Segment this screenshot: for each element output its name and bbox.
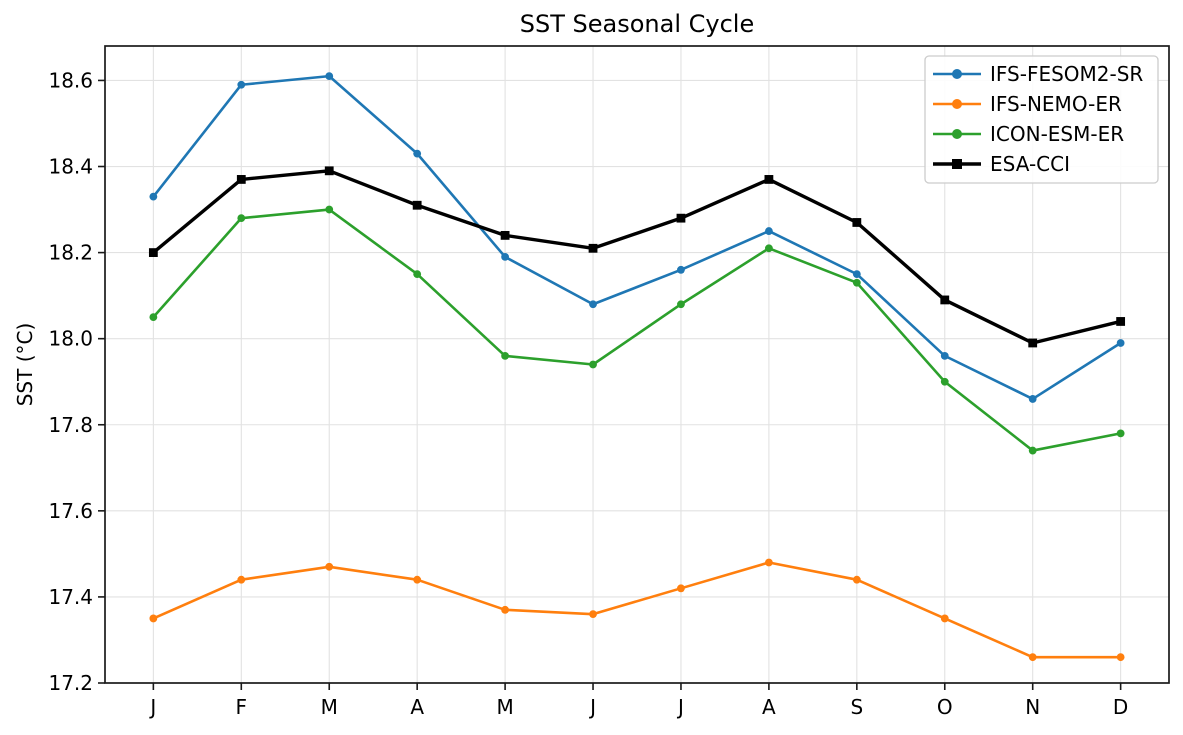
- data-point-square: [764, 175, 774, 184]
- data-point-circle: [1116, 339, 1125, 347]
- data-point-circle: [1116, 429, 1125, 438]
- legend-box: [924, 55, 1159, 184]
- data-point-circle: [765, 558, 773, 567]
- data-point-square: [940, 295, 950, 305]
- data-point-square: [676, 213, 686, 223]
- data-point-circle: [1028, 446, 1037, 455]
- data-point-circle: [413, 149, 422, 158]
- data-point-circle: [765, 227, 773, 235]
- data-point-circle: [149, 313, 158, 322]
- y-tick-label: 18.6: [48, 68, 93, 92]
- legend-entry-ICON-ESM-ER: ICON-ESM-ER: [933, 122, 1124, 146]
- data-point-circle: [940, 614, 949, 623]
- data-point-square: [1116, 317, 1126, 326]
- series-line-IFS-NEMO-ER: [152, 561, 1122, 659]
- series-ICON-ESM-ER: [149, 205, 1125, 455]
- data-point-square: [500, 230, 510, 240]
- data-point-circle: [237, 80, 246, 89]
- x-tick-label: J: [588, 695, 596, 719]
- data-point-circle: [237, 575, 246, 584]
- series-line-ICON-ESM-ER: [152, 208, 1122, 452]
- data-point-square: [148, 248, 158, 257]
- plot-border: [104, 45, 1170, 684]
- x-tick-label: M: [321, 695, 338, 719]
- legend-marker-circle: [952, 69, 962, 79]
- data-point-circle: [149, 192, 158, 201]
- y-tick-label: 18.4: [48, 155, 93, 179]
- y-tick-label: 18.2: [48, 241, 93, 265]
- data-point-circle: [501, 605, 509, 614]
- y-tick-label: 17.8: [48, 413, 93, 437]
- data-point-circle: [940, 377, 949, 386]
- data-point-circle: [413, 575, 422, 584]
- legend-entry-IFS-FESOM2-SR: IFS-FESOM2-SR: [933, 62, 1143, 86]
- x-tick-label: J: [676, 695, 684, 719]
- data-point-circle: [325, 562, 334, 571]
- data-point-square: [236, 175, 246, 184]
- data-point-circle: [501, 252, 509, 261]
- data-point-square: [412, 200, 422, 210]
- data-point-circle: [149, 614, 158, 623]
- axis-ticks: 17.2 17.4 17.6 17.8 18.0 18.2 18.4 18.6 J F M A M J J A…: [48, 68, 1128, 719]
- axes-spines: [104, 45, 1170, 684]
- data-point-square: [324, 166, 334, 176]
- y-tick-label: 18.0: [48, 327, 93, 351]
- data-point-circle: [325, 205, 334, 214]
- x-tick-label: M: [496, 695, 513, 719]
- series-ESA-CCI: [148, 166, 1126, 348]
- x-tick-label: F: [236, 695, 248, 719]
- data-point-circle: [1028, 653, 1037, 662]
- data-series: [148, 72, 1126, 662]
- y-tick-label: 17.4: [48, 585, 93, 609]
- x-tick-label: J: [148, 695, 156, 719]
- x-tick-label: D: [1113, 695, 1128, 719]
- legend-label: ESA-CCI: [990, 152, 1070, 176]
- y-tick-label: 17.6: [48, 499, 93, 523]
- data-point-circle: [852, 278, 861, 287]
- data-point-circle: [413, 270, 422, 279]
- data-point-circle: [852, 270, 861, 279]
- series-IFS-NEMO-ER: [149, 558, 1125, 662]
- legend-marker-square: [952, 159, 962, 169]
- data-point-circle: [1028, 395, 1037, 403]
- data-point-circle: [677, 265, 685, 274]
- x-tick-label: N: [1025, 695, 1040, 719]
- legend-label: IFS-NEMO-ER: [990, 92, 1122, 116]
- x-tick-label: A: [410, 695, 424, 719]
- legend-entry-IFS-NEMO-ER: IFS-NEMO-ER: [933, 92, 1122, 116]
- x-tick-label: A: [762, 695, 776, 719]
- data-point-circle: [501, 351, 509, 360]
- data-point-circle: [237, 214, 246, 223]
- data-point-circle: [677, 300, 685, 309]
- series-IFS-FESOM2-SR: [149, 72, 1125, 403]
- legend-label: ICON-ESM-ER: [990, 122, 1124, 146]
- legend: IFS-FESOM2-SR IFS-NEMO-ER ICON-ESM-ER ESA-C…: [924, 55, 1159, 184]
- series-line-ESA-CCI: [151, 169, 1123, 345]
- y-tick-label: 17.2: [48, 671, 93, 695]
- legend-marker-circle: [952, 99, 962, 109]
- series-line-IFS-FESOM2-SR: [152, 74, 1122, 401]
- data-point-circle: [765, 244, 773, 253]
- data-point-square: [588, 243, 598, 253]
- x-tick-label: O: [937, 695, 953, 719]
- data-point-circle: [325, 72, 334, 81]
- legend-label: IFS-FESOM2-SR: [990, 62, 1143, 86]
- legend-marker-circle: [952, 129, 962, 139]
- legend-entry-ESA-CCI: ESA-CCI: [933, 152, 1070, 176]
- data-point-circle: [589, 610, 597, 619]
- data-point-circle: [589, 360, 597, 369]
- data-point-circle: [852, 575, 861, 584]
- x-tick-label: S: [850, 695, 863, 719]
- data-point-circle: [940, 351, 949, 360]
- y-axis-label: SST (°C): [13, 323, 37, 407]
- data-point-square: [1028, 338, 1038, 348]
- data-point-circle: [1116, 653, 1125, 662]
- data-point-circle: [677, 584, 685, 593]
- data-point-circle: [589, 300, 597, 309]
- data-point-square: [852, 218, 862, 227]
- chart-title: SST Seasonal Cycle: [520, 10, 754, 38]
